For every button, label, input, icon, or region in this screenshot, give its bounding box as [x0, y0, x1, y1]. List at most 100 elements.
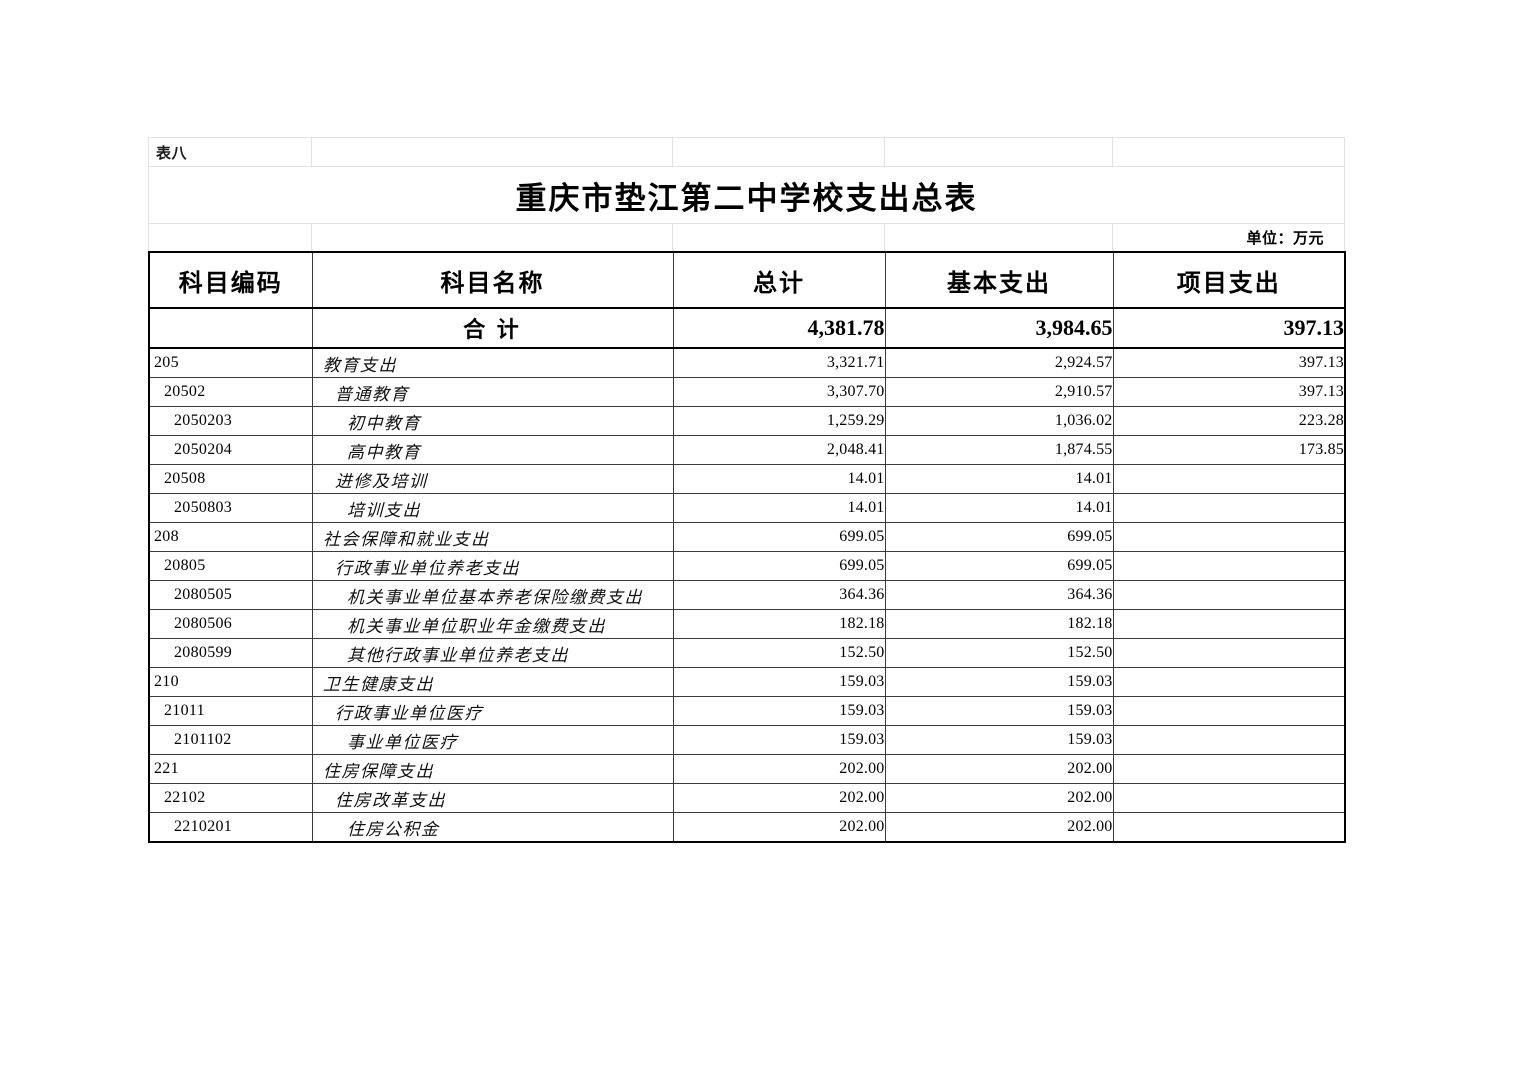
table-row: 2080599 其他行政事业单位养老支出 152.50 152.50 [148, 638, 1346, 668]
cell-code: 2101102 [148, 725, 313, 755]
cell-total: 1,259.29 [672, 406, 886, 436]
table-row: 2210201 住房公积金 202.00 202.00 [148, 812, 1346, 843]
cell-name: 机关事业单位基本养老保险缴费支出 [311, 580, 674, 610]
subject-code: 2080599 [174, 644, 233, 661]
table-row: 2080505 机关事业单位基本养老保险缴费支出 364.36 364.36 [148, 580, 1346, 610]
table-row: 21011 行政事业单位医疗 159.03 159.03 [148, 696, 1346, 726]
cell-project-expenditure [1112, 783, 1346, 813]
cell-basic-expenditure: 159.03 [884, 667, 1114, 697]
subject-code: 221 [154, 760, 179, 777]
subject-code: 2050204 [174, 441, 233, 458]
cell-code: 2210201 [148, 812, 313, 843]
table-row: 2050204 高中教育 2,048.41 1,874.55 173.85 [148, 435, 1346, 465]
column-header-name: 科目名称 [311, 251, 674, 309]
subject-name: 进修及培训 [334, 471, 428, 491]
table-row: 210 卫生健康支出 159.03 159.03 [148, 667, 1346, 697]
subject-code: 2080506 [174, 615, 233, 632]
subject-code: 2210201 [174, 818, 233, 835]
cell-basic-expenditure: 159.03 [884, 696, 1114, 726]
subject-code: 2050203 [174, 412, 233, 429]
grand-total-project: 397.13 [1112, 307, 1346, 349]
cell-project-expenditure [1112, 754, 1346, 784]
sheet-header-grid: 表八 重庆市垫江第二中学校支出总表 单位：万元 [148, 137, 1345, 252]
page-title-cell: 重庆市垫江第二中学校支出总表 [148, 166, 1345, 224]
subject-name: 其他行政事业单位养老支出 [346, 645, 569, 665]
cell-project-expenditure [1112, 609, 1346, 639]
subject-name: 机关事业单位基本养老保险缴费支出 [346, 587, 643, 607]
subject-code: 20805 [164, 557, 206, 574]
cell-project-expenditure [1112, 493, 1346, 523]
subject-name: 住房公积金 [346, 819, 440, 839]
subject-name: 社会保障和就业支出 [322, 529, 490, 549]
subject-name: 培训支出 [346, 500, 421, 520]
cell-code: 208 [148, 522, 313, 552]
cell-code: 20508 [148, 464, 313, 494]
cell-name: 进修及培训 [311, 464, 674, 494]
table-row: 2050803 培训支出 14.01 14.01 [148, 493, 1346, 523]
cell-basic-expenditure: 1,036.02 [884, 406, 1114, 436]
grand-total-total: 4,381.78 [672, 307, 886, 349]
cell-code: 21011 [148, 696, 313, 726]
table-row: 208 社会保障和就业支出 699.05 699.05 [148, 522, 1346, 552]
table-tag-cell: 表八 [148, 137, 312, 167]
cell-total: 202.00 [672, 812, 886, 843]
subject-code: 20502 [164, 383, 206, 400]
table-row: 20508 进修及培训 14.01 14.01 [148, 464, 1346, 494]
cell-name: 住房保障支出 [311, 754, 674, 784]
subject-code: 21011 [164, 702, 205, 719]
table-row: 2101102 事业单位医疗 159.03 159.03 [148, 725, 1346, 755]
cell-project-expenditure [1112, 725, 1346, 755]
tag-row-spacer-5 [1112, 137, 1345, 167]
cell-name: 住房公积金 [311, 812, 674, 843]
cell-project-expenditure: 397.13 [1112, 377, 1346, 407]
unit-row: 单位：万元 [148, 223, 1345, 252]
subject-code: 2080505 [174, 586, 233, 603]
cell-name: 社会保障和就业支出 [311, 522, 674, 552]
cell-basic-expenditure: 182.18 [884, 609, 1114, 639]
cell-total: 699.05 [672, 522, 886, 552]
cell-project-expenditure: 397.13 [1112, 347, 1346, 378]
subject-name: 行政事业单位医疗 [334, 703, 483, 723]
cell-code: 2050203 [148, 406, 313, 436]
subject-name: 普通教育 [334, 384, 409, 404]
cell-total: 364.36 [672, 580, 886, 610]
subject-code: 20508 [164, 470, 206, 487]
cell-code: 221 [148, 754, 313, 784]
cell-name: 培训支出 [311, 493, 674, 523]
cell-basic-expenditure: 202.00 [884, 754, 1114, 784]
cell-project-expenditure [1112, 522, 1346, 552]
cell-name: 教育支出 [311, 347, 674, 378]
subject-name: 住房保障支出 [322, 761, 434, 781]
table-row: 20805 行政事业单位养老支出 699.05 699.05 [148, 551, 1346, 581]
table-row: 22102 住房改革支出 202.00 202.00 [148, 783, 1346, 813]
cell-name: 行政事业单位医疗 [311, 696, 674, 726]
cell-total: 182.18 [672, 609, 886, 639]
title-row: 重庆市垫江第二中学校支出总表 [148, 166, 1345, 224]
subject-code: 2101102 [174, 731, 232, 748]
table-row: 221 住房保障支出 202.00 202.00 [148, 754, 1346, 784]
cell-total: 699.05 [672, 551, 886, 581]
column-header-total: 总计 [672, 251, 886, 309]
cell-project-expenditure [1112, 580, 1346, 610]
cell-basic-expenditure: 202.00 [884, 783, 1114, 813]
table-header-row: 科目编码 科目名称 总计 基本支出 项目支出 [148, 251, 1346, 309]
cell-basic-expenditure: 152.50 [884, 638, 1114, 668]
subject-code: 210 [154, 673, 179, 690]
table-row: 20502 普通教育 3,307.70 2,910.57 397.13 [148, 377, 1346, 407]
cell-total: 159.03 [672, 667, 886, 697]
unit-cell: 单位：万元 [1112, 223, 1345, 252]
cell-project-expenditure [1112, 667, 1346, 697]
cell-project-expenditure [1112, 812, 1346, 843]
cell-total: 159.03 [672, 725, 886, 755]
grand-total-code [148, 307, 313, 349]
subject-name: 住房改革支出 [334, 790, 446, 810]
page-title: 重庆市垫江第二中学校支出总表 [515, 180, 978, 216]
cell-name: 事业单位医疗 [311, 725, 674, 755]
cell-project-expenditure [1112, 464, 1346, 494]
column-header-basic: 基本支出 [884, 251, 1114, 309]
cell-code: 22102 [148, 783, 313, 813]
subject-code: 208 [154, 528, 179, 545]
tag-row-spacer-4 [884, 137, 1113, 167]
cell-code: 2080505 [148, 580, 313, 610]
cell-code: 2050204 [148, 435, 313, 465]
